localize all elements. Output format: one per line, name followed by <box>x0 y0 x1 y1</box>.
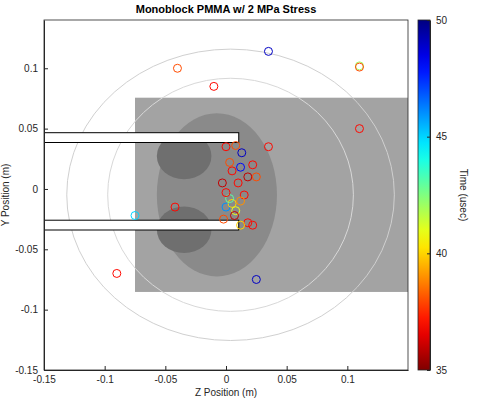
tick: 50 <box>427 15 448 26</box>
point <box>230 212 238 220</box>
tick-label: -0.1 <box>97 374 115 385</box>
point <box>355 125 363 133</box>
plot-frame <box>44 20 408 370</box>
axis-line <box>430 21 431 371</box>
tick-label: 0 <box>32 184 38 195</box>
tick-label: -0.15 <box>15 365 38 376</box>
point <box>226 195 234 203</box>
tick-label: -0.15 <box>33 374 56 385</box>
point <box>264 47 272 55</box>
tick-label: 50 <box>436 15 448 26</box>
tick: 0.05 <box>277 366 297 385</box>
title: Monoblock PMMA w/ 2 MPa Stress <box>136 3 317 15</box>
rod <box>44 220 239 230</box>
tick: 45 <box>427 131 448 142</box>
tick-mark <box>105 366 106 370</box>
tick-mark <box>44 370 48 371</box>
point <box>232 142 240 150</box>
tick-mark <box>44 310 48 311</box>
point <box>220 215 228 223</box>
point <box>228 167 236 175</box>
point <box>226 158 234 166</box>
colorbar-axis: 35 40 45 50 <box>427 15 448 376</box>
tick-mark <box>165 366 166 370</box>
tick: -0.05 <box>154 366 177 385</box>
point <box>355 63 363 71</box>
colorbar-title: Time (usec) <box>458 169 469 221</box>
tick-label: 0.05 <box>19 123 39 134</box>
y-axis: -0.15 -0.1 -0.05 0 0.05 0.1 <box>15 21 48 376</box>
point <box>237 221 245 229</box>
tick: -0.1 <box>21 304 48 315</box>
photo <box>135 98 408 292</box>
plot-area <box>44 20 408 370</box>
point <box>222 189 230 197</box>
point <box>249 221 257 229</box>
tick-mark <box>44 68 48 69</box>
axis-line <box>44 21 45 371</box>
tick-mark <box>427 137 430 138</box>
tick: -0.05 <box>15 244 48 255</box>
tick: 40 <box>427 248 448 259</box>
tick-label: 0.05 <box>277 374 297 385</box>
point <box>173 64 181 72</box>
point <box>252 275 260 283</box>
tick: 0.05 <box>19 123 48 134</box>
photo-ring <box>67 49 395 340</box>
tick: -0.15 <box>15 365 48 376</box>
photo-ring <box>108 78 354 311</box>
chart: -0.15 -0.1 -0.05 0 0.05 0.1 -0.15 -0.1 -0.05 0 0.0… <box>0 0 504 400</box>
tick-mark <box>427 253 430 254</box>
tick-label: 0.1 <box>24 63 38 74</box>
point <box>113 269 121 277</box>
point <box>237 163 245 171</box>
tick-label: 0 <box>224 374 230 385</box>
colorbar <box>418 20 430 370</box>
x-axis-title: Z Position (m) <box>195 387 257 398</box>
y-axis-title: Y Position (m) <box>0 164 11 227</box>
background-image <box>44 49 408 340</box>
point <box>244 173 252 181</box>
tick-mark <box>347 366 348 370</box>
tick-label: -0.1 <box>21 304 39 315</box>
tick-mark <box>226 366 227 370</box>
point <box>228 199 236 207</box>
x-axis: -0.15 -0.1 -0.05 0 0.05 0.1 <box>33 366 408 385</box>
tick-label: 0.1 <box>341 374 355 385</box>
tick: -0.1 <box>97 366 115 385</box>
tick-mark <box>287 366 288 370</box>
tick: 0 <box>32 184 48 195</box>
tick-mark <box>44 249 48 250</box>
point <box>171 203 179 211</box>
point <box>238 149 246 157</box>
point <box>218 179 226 187</box>
tick-mark <box>427 20 430 21</box>
tick: 0 <box>224 366 230 385</box>
tick-label: -0.05 <box>15 244 38 255</box>
tick-mark <box>427 370 430 371</box>
tick-label: 45 <box>436 131 448 142</box>
tick: 0.1 <box>24 63 48 74</box>
point <box>264 143 272 151</box>
point <box>131 212 139 220</box>
tick-label: -0.05 <box>154 374 177 385</box>
tick: 0.1 <box>341 366 355 385</box>
point <box>252 173 260 181</box>
tick-mark <box>44 129 48 130</box>
point <box>222 203 230 211</box>
tick: 35 <box>427 365 448 376</box>
point <box>222 143 230 151</box>
tick-mark <box>44 189 48 190</box>
point <box>249 161 257 169</box>
tick-label: 35 <box>436 365 448 376</box>
point <box>237 197 245 205</box>
point <box>210 82 218 90</box>
point <box>240 191 248 199</box>
axis-line <box>45 370 409 371</box>
points <box>113 47 364 283</box>
point <box>234 179 242 187</box>
tick-label: 40 <box>436 248 448 259</box>
rod <box>44 133 239 143</box>
